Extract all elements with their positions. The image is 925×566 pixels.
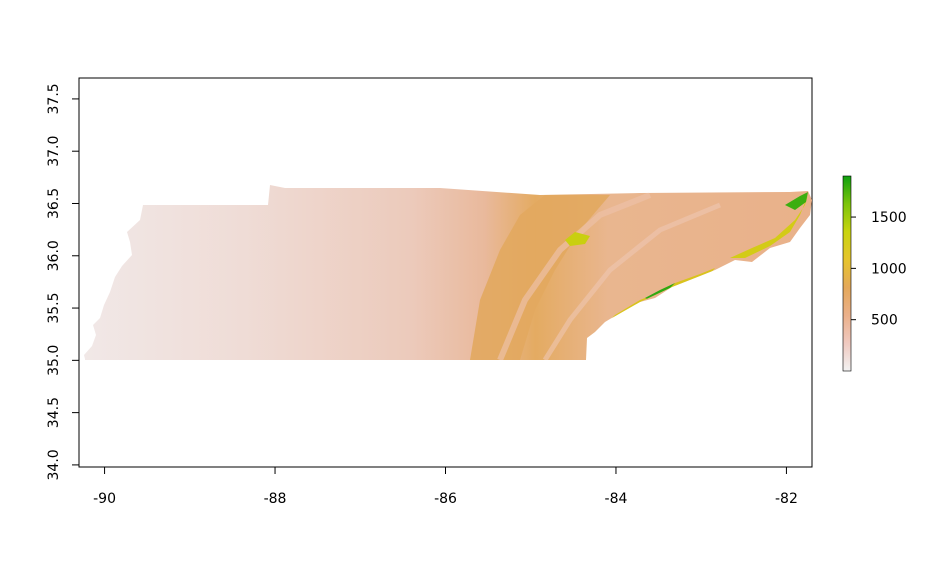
y-axis: 34.0 34.5 35.0 35.5 36.0 36.5 37.0 37.5: [46, 83, 80, 480]
color-legend: 500 1000 1500: [842, 175, 907, 372]
y-tick-label: 35.5: [46, 292, 62, 323]
y-tick-label: 34.0: [46, 449, 62, 480]
y-tick-label: 37.0: [46, 136, 62, 167]
x-tick-label: -90: [93, 491, 116, 507]
legend-colorbar: [842, 175, 852, 372]
elevation-raster: [84, 185, 812, 360]
x-tick-label: -84: [605, 491, 628, 507]
y-tick-label: 35.0: [46, 345, 62, 376]
highland-yellow-2: [730, 195, 808, 258]
y-tick-label: 36.0: [46, 240, 62, 271]
x-tick-label: -86: [434, 491, 457, 507]
legend-tick-label: 1500: [871, 210, 907, 226]
ridge-streak-1: [497, 192, 652, 360]
y-tick-label: 37.5: [46, 83, 62, 114]
ridge-streak-2: [542, 202, 721, 360]
x-tick-label: -82: [775, 491, 798, 507]
state-shape: [84, 185, 812, 360]
y-tick-label: 34.5: [46, 397, 62, 428]
x-axis: -90 -88 -86 -84 -82: [93, 466, 798, 507]
highland-yellow-3: [565, 232, 590, 246]
legend-tick-label: 1000: [871, 261, 907, 277]
x-tick-label: -88: [264, 491, 287, 507]
y-tick-label: 36.5: [46, 188, 62, 219]
legend-tick-label: 500: [871, 313, 898, 329]
peak-green-1: [645, 283, 675, 300]
peak-green-2: [785, 192, 808, 210]
